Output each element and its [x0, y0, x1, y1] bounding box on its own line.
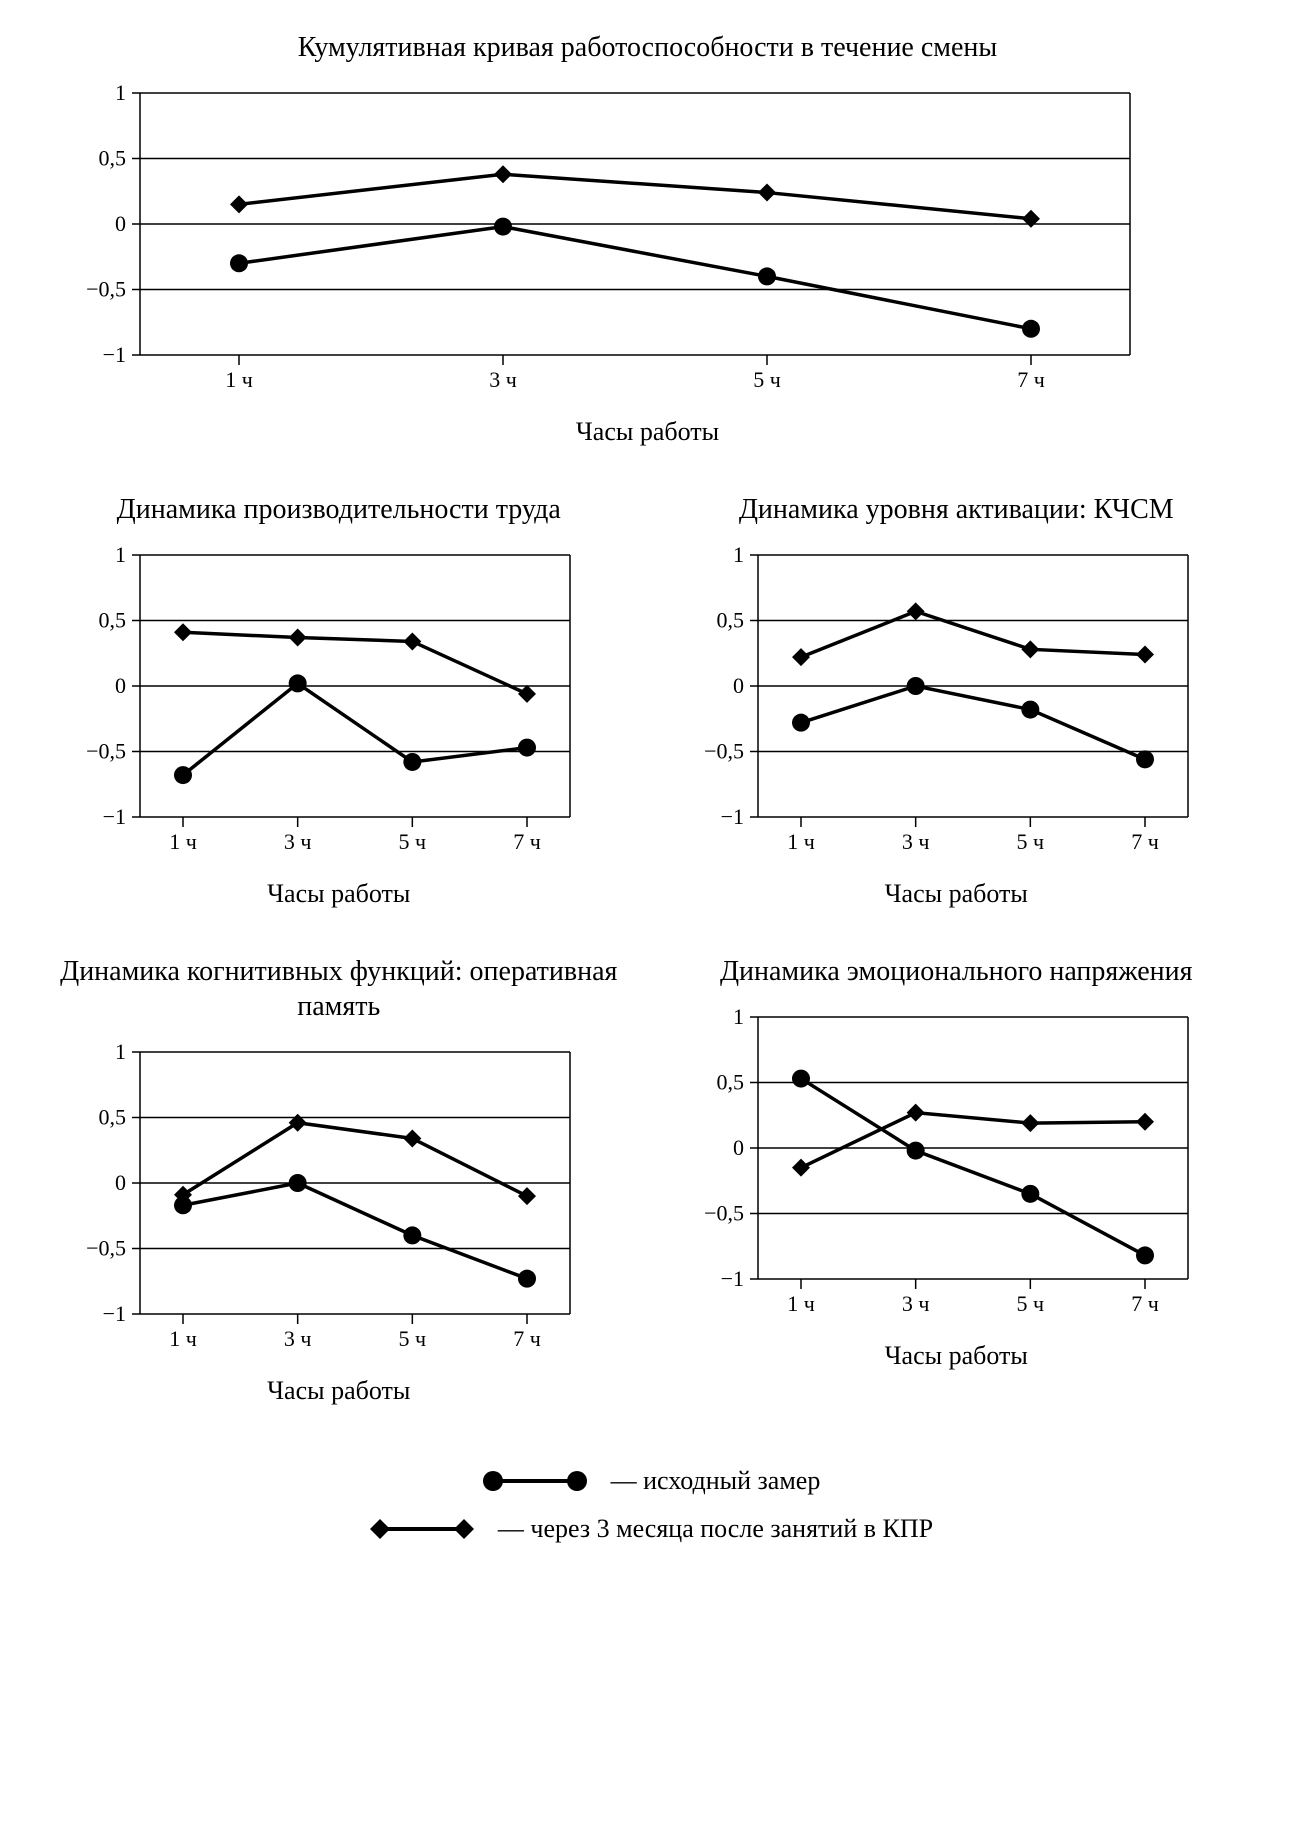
- row-3: Динамика когнитивных функций: оперативна…: [60, 954, 1235, 1406]
- svg-text:−1: −1: [103, 804, 126, 829]
- panel-emotional: Динамика эмоционального напряжения 1 0,5 0…: [678, 954, 1236, 1406]
- svg-text:5 ч: 5 ч: [399, 1326, 427, 1351]
- legend-baseline: — исходный замер: [475, 1466, 821, 1496]
- svg-text:5 ч: 5 ч: [1016, 1291, 1044, 1316]
- svg-text:−1: −1: [103, 1301, 126, 1326]
- legend: — исходный замер — через 3 месяца после …: [60, 1466, 1235, 1544]
- svg-text:1: 1: [115, 545, 126, 567]
- svg-text:0,5: 0,5: [99, 1105, 127, 1130]
- svg-text:−0,5: −0,5: [704, 1201, 744, 1226]
- svg-text:7 ч: 7 ч: [513, 829, 541, 854]
- svg-text:−1: −1: [103, 342, 126, 367]
- svg-text:1 ч: 1 ч: [169, 1326, 197, 1351]
- x-axis-label: Часы работы: [678, 1341, 1236, 1371]
- chart-productivity: 1 0,5 0 −0,5 −1 1 ч 3 ч 5 ч 7 ч: [60, 545, 618, 865]
- legend-baseline-label: — исходный замер: [611, 1466, 821, 1496]
- svg-text:1: 1: [115, 83, 126, 105]
- page: Кумулятивная кривая работоспособности в …: [0, 0, 1295, 1824]
- chart-title-productivity: Динамика производительности труда: [60, 492, 618, 527]
- svg-text:1 ч: 1 ч: [169, 829, 197, 854]
- x-axis-label: Часы работы: [678, 879, 1236, 909]
- chart-cognitive: 1 0,5 0 −0,5 −1 1 ч 3 ч 5 ч 7 ч: [60, 1042, 618, 1362]
- chart-title-activation: Динамика уровня активации: КЧСМ: [678, 492, 1236, 527]
- row-2: Динамика производительности труда 1 0,5 0 −…: [60, 492, 1235, 909]
- panel-cognitive: Динамика когнитивных функций: оперативна…: [60, 954, 618, 1406]
- svg-text:−0,5: −0,5: [86, 1236, 126, 1261]
- svg-text:0,5: 0,5: [99, 146, 127, 171]
- svg-text:5 ч: 5 ч: [399, 829, 427, 854]
- svg-text:0,5: 0,5: [716, 608, 744, 633]
- svg-text:−0,5: −0,5: [86, 739, 126, 764]
- chart-title-cognitive: Динамика когнитивных функций: оперативна…: [60, 954, 618, 1024]
- legend-after-kpr: — через 3 месяца после занятий в КПР: [362, 1514, 933, 1544]
- svg-text:1 ч: 1 ч: [787, 1291, 815, 1316]
- chart-svg: 1 0,5 0 −0,5 −1 1 ч 3 ч 5 ч 7 ч: [60, 545, 600, 865]
- svg-text:7 ч: 7 ч: [1131, 829, 1159, 854]
- x-axis-label: Часы работы: [60, 417, 1235, 447]
- chart-svg: 1 0,5 0 −0,5 −1 1 ч 3 ч 5 ч 7 ч: [678, 545, 1218, 865]
- svg-text:0: 0: [115, 211, 126, 236]
- chart-activation: 1 0,5 0 −0,5 −1 1 ч 3 ч 5 ч 7 ч: [678, 545, 1236, 865]
- legend-baseline-swatch: [475, 1466, 595, 1496]
- svg-text:7 ч: 7 ч: [1017, 367, 1045, 392]
- svg-text:5 ч: 5 ч: [1016, 829, 1044, 854]
- svg-text:1 ч: 1 ч: [787, 829, 815, 854]
- svg-text:1: 1: [733, 545, 744, 567]
- svg-text:1: 1: [733, 1007, 744, 1029]
- chart-emotional: 1 0,5 0 −0,5 −1 1 ч 3 ч 5 ч 7 ч: [678, 1007, 1236, 1327]
- svg-text:−1: −1: [720, 1266, 743, 1291]
- svg-text:3 ч: 3 ч: [284, 829, 312, 854]
- chart-svg: 1 0,5 0 −0,5 −1 1 ч 3 ч 5 ч 7 ч: [678, 1007, 1218, 1327]
- panel-productivity: Динамика производительности труда 1 0,5 0 −…: [60, 492, 618, 909]
- svg-text:0: 0: [733, 1135, 744, 1160]
- chart-svg: 1 0,5 0 −0,5 −1 1 ч 3 ч 5 ч 7 ч: [60, 83, 1160, 403]
- x-axis-label: Часы работы: [60, 879, 618, 909]
- chart-title-emotional: Динамика эмоционального напряжения: [678, 954, 1236, 989]
- svg-text:0: 0: [115, 673, 126, 698]
- svg-text:3 ч: 3 ч: [489, 367, 517, 392]
- chart-cumulative: 1 0,5 0 −0,5 −1 1 ч 3 ч 5 ч 7 ч: [60, 83, 1235, 403]
- legend-after-label: — через 3 месяца после занятий в КПР: [498, 1514, 933, 1544]
- svg-text:3 ч: 3 ч: [901, 829, 929, 854]
- svg-text:−0,5: −0,5: [86, 277, 126, 302]
- svg-text:1 ч: 1 ч: [225, 367, 253, 392]
- svg-text:7 ч: 7 ч: [1131, 1291, 1159, 1316]
- legend-after-swatch: [362, 1514, 482, 1544]
- svg-text:0,5: 0,5: [99, 608, 127, 633]
- svg-text:3 ч: 3 ч: [901, 1291, 929, 1316]
- chart-svg: 1 0,5 0 −0,5 −1 1 ч 3 ч 5 ч 7 ч: [60, 1042, 600, 1362]
- svg-text:7 ч: 7 ч: [513, 1326, 541, 1351]
- svg-text:0: 0: [115, 1170, 126, 1195]
- svg-text:1: 1: [115, 1042, 126, 1064]
- svg-text:0: 0: [733, 673, 744, 698]
- chart-title-cumulative: Кумулятивная кривая работоспособности в …: [60, 30, 1235, 65]
- x-axis-label: Часы работы: [60, 1376, 618, 1406]
- svg-text:0,5: 0,5: [716, 1070, 744, 1095]
- svg-text:−0,5: −0,5: [704, 739, 744, 764]
- panel-activation: Динамика уровня активации: КЧСМ 1 0,5 0 −0,…: [678, 492, 1236, 909]
- svg-text:3 ч: 3 ч: [284, 1326, 312, 1351]
- svg-text:5 ч: 5 ч: [753, 367, 781, 392]
- panel-cumulative: Кумулятивная кривая работоспособности в …: [60, 30, 1235, 447]
- svg-text:−1: −1: [720, 804, 743, 829]
